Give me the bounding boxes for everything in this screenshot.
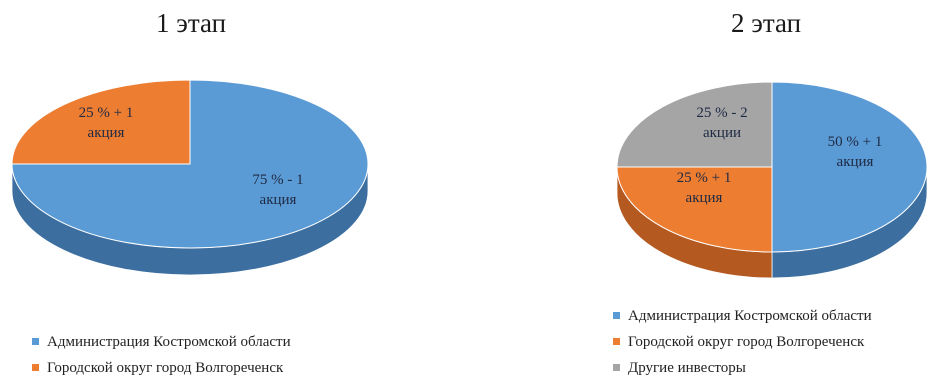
legend-item-others: Другие инвесторы xyxy=(613,355,872,381)
legend-item-admin: Администрация Костромской области xyxy=(32,329,291,355)
slice-label-admin: 50 % + 1 акция xyxy=(828,134,883,170)
pie-slice-admin xyxy=(11,79,369,249)
legend-item-volgo: Городской округ город Волгореченск xyxy=(613,329,872,355)
legend-swatch-others xyxy=(613,364,620,372)
legend-item-admin: Администрация Костромской области xyxy=(613,303,872,329)
pie-slice-volgo xyxy=(616,166,773,253)
chart2-title: 2 этап xyxy=(731,8,802,38)
legend-item-volgo: Городской округ город Волгореченск xyxy=(32,355,291,381)
chart1-legend: Администрация Костромской области Городс… xyxy=(32,329,291,381)
legend-swatch-admin xyxy=(613,312,620,320)
slice-label-volgo: 25 % + 1 акция xyxy=(79,105,134,141)
legend-label: Администрация Костромской области xyxy=(47,334,291,350)
slice-label-admin: 75 % - 1 акция xyxy=(252,172,303,208)
slice-label-volgo: 25 % + 1 акция xyxy=(677,170,732,206)
chart2-legend: Администрация Костромской области Городс… xyxy=(613,303,872,381)
pie-chart-1: 75 % - 1 акция 25 % + 1 акция xyxy=(11,79,369,276)
pie-chart-2: 50 % + 1 акция 25 % + 1 акция 25 % - 2 акции xyxy=(616,81,928,279)
slice-label-others: 25 % - 2 акции xyxy=(696,105,747,141)
legend-swatch-volgo xyxy=(613,338,620,346)
chart1-title: 1 этап xyxy=(156,8,227,38)
pie-slice-volgo xyxy=(11,79,191,165)
legend-label: Городской округ город Волгореченск xyxy=(47,360,284,376)
legend-swatch-volgo xyxy=(32,364,39,372)
pie-slice-admin xyxy=(771,81,928,253)
legend-label: Городской округ город Волгореченск xyxy=(628,334,865,350)
pie-slice-others xyxy=(616,81,773,168)
legend-label: Администрация Костромской области xyxy=(628,308,872,324)
legend-label: Другие инвесторы xyxy=(628,360,746,376)
legend-swatch-admin xyxy=(32,338,39,346)
